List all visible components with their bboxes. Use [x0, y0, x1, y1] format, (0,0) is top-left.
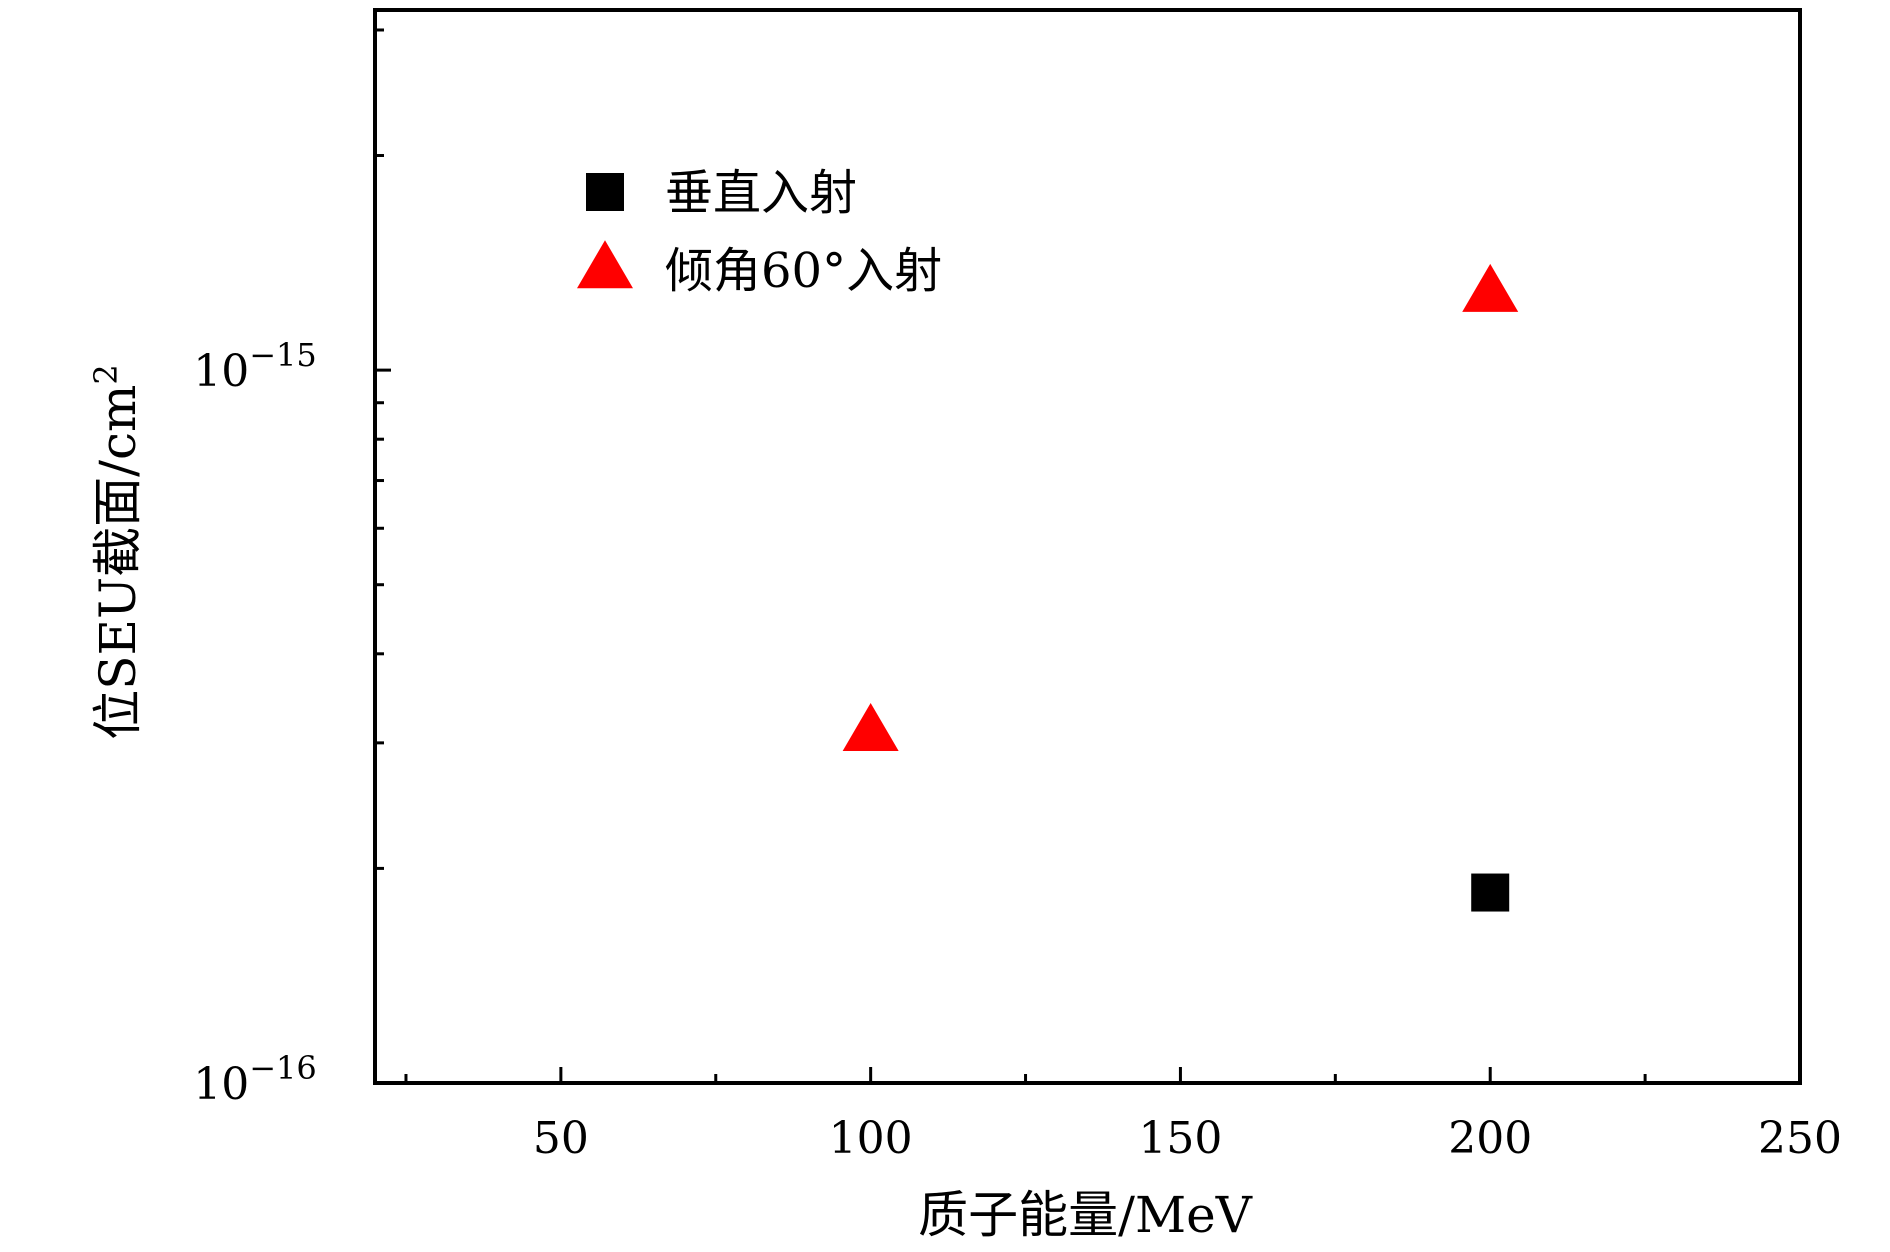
axes — [373, 8, 1802, 1085]
legend-entry-label: 垂直入射 — [665, 165, 857, 221]
x-tick-label: 250 — [1758, 1113, 1842, 1164]
y-axis-label-superscript: 2 — [87, 364, 125, 384]
legend-marker-square — [586, 173, 624, 211]
y-axis-label-text: 位SEU截面/cm — [89, 385, 147, 740]
y-axis-label: 位SEU截面/cm2 — [87, 364, 147, 740]
x-axis-label: 质子能量/MeV — [918, 1186, 1253, 1244]
legend-marker-triangle — [577, 240, 633, 289]
x-tick-label: 50 — [533, 1113, 589, 1164]
legend-entry-label: 倾角60°入射 — [665, 243, 942, 299]
y-tick-label-base: 10 — [193, 1059, 249, 1110]
x-tick-label: 100 — [829, 1113, 913, 1164]
data-point-triangle — [842, 702, 899, 751]
data-point-triangle — [1462, 263, 1519, 312]
y-tick-label-exponent: −16 — [249, 1049, 317, 1087]
plot-frame — [373, 8, 1802, 1085]
y-tick-label-base: 10 — [193, 346, 249, 397]
x-tick-label: 200 — [1448, 1113, 1532, 1164]
x-tick-label: 150 — [1138, 1113, 1222, 1164]
data-marks — [842, 263, 1519, 912]
y-tick-label: 10−16 — [193, 1049, 317, 1110]
y-tick-label-exponent: −15 — [249, 336, 317, 374]
data-point-square — [1471, 873, 1510, 912]
y-tick-label: 10−15 — [193, 336, 317, 397]
